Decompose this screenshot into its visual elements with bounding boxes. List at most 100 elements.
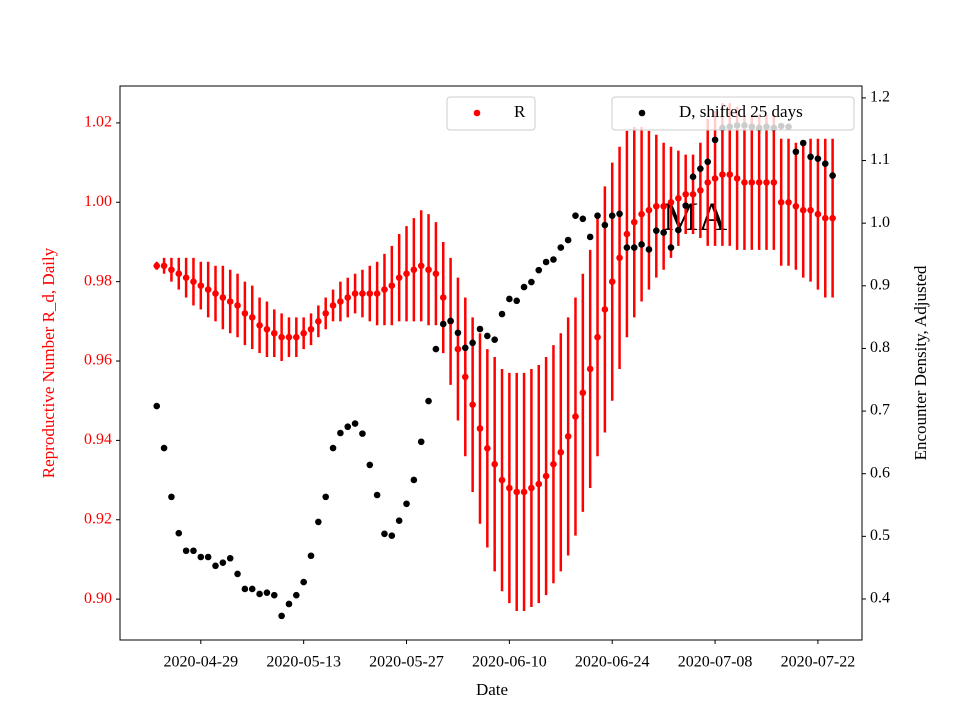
data-point xyxy=(285,333,293,341)
data-point xyxy=(792,148,800,156)
data-point xyxy=(498,310,506,318)
data-point xyxy=(315,318,322,325)
data-point xyxy=(212,290,219,297)
data-point xyxy=(454,329,462,337)
y2-tick-label: 0.9 xyxy=(870,276,890,293)
data-point xyxy=(285,600,293,608)
data-point xyxy=(579,215,587,223)
data-point xyxy=(535,266,543,274)
data-point xyxy=(638,241,645,248)
data-point xyxy=(256,590,263,598)
y-tick-label: 0.92 xyxy=(84,510,112,527)
data-point xyxy=(344,423,352,431)
y-tick-label: 0.94 xyxy=(84,431,112,448)
x-tick-label: 2020-06-10 xyxy=(472,654,547,671)
data-point xyxy=(366,461,374,469)
y-tick-label: 1.00 xyxy=(84,193,112,210)
data-point xyxy=(278,333,285,341)
data-point xyxy=(322,493,330,501)
data-point xyxy=(461,373,469,381)
data-point xyxy=(484,445,491,452)
data-point xyxy=(168,493,175,501)
data-point xyxy=(748,179,756,186)
data-point xyxy=(697,165,704,172)
data-point xyxy=(241,585,249,593)
data-point xyxy=(476,325,484,333)
data-point xyxy=(359,290,366,297)
data-point xyxy=(307,552,315,560)
y2-tick-label: 0.8 xyxy=(870,339,890,356)
data-point xyxy=(248,314,256,321)
data-point xyxy=(454,345,462,353)
x-tick-label: 2020-06-24 xyxy=(575,654,650,671)
data-point xyxy=(645,206,653,214)
data-point xyxy=(359,430,366,437)
data-point xyxy=(212,562,219,570)
data-point xyxy=(711,175,719,182)
data-point xyxy=(381,530,388,538)
data-point xyxy=(278,612,285,620)
data-point xyxy=(586,233,594,241)
data-point xyxy=(153,262,161,270)
data-point xyxy=(807,206,814,214)
data-point xyxy=(520,283,528,291)
data-point xyxy=(528,484,535,492)
data-point xyxy=(520,488,528,496)
data-point xyxy=(373,290,381,297)
data-point xyxy=(506,484,513,492)
data-point xyxy=(594,212,601,219)
legend-label: D, shifted 25 days xyxy=(679,102,803,121)
data-point xyxy=(476,425,484,432)
data-point xyxy=(667,198,675,206)
data-point xyxy=(630,244,638,251)
x-tick-label: 2020-04-29 xyxy=(163,654,238,671)
data-point xyxy=(704,179,712,186)
data-point xyxy=(638,210,645,218)
data-point xyxy=(182,547,190,555)
data-point xyxy=(675,226,682,234)
data-point xyxy=(807,153,814,161)
data-point xyxy=(219,559,227,566)
y-tick-label: 0.90 xyxy=(84,590,112,607)
data-point xyxy=(491,336,498,343)
data-point xyxy=(388,532,396,540)
data-point xyxy=(777,198,785,206)
legend-box xyxy=(446,96,536,131)
data-point xyxy=(388,282,396,289)
data-point xyxy=(300,578,307,586)
data-point xyxy=(741,179,748,186)
y2-tick-label: 1.2 xyxy=(870,89,890,106)
data-point xyxy=(660,229,667,236)
data-point xyxy=(329,302,337,309)
legend-box xyxy=(611,96,855,131)
data-point xyxy=(586,365,594,373)
y2-tick-label: 0.5 xyxy=(870,527,890,544)
data-point xyxy=(315,518,322,526)
data-point xyxy=(630,218,638,226)
x-tick-label: 2020-05-13 xyxy=(266,654,341,671)
data-point xyxy=(234,302,241,309)
data-point xyxy=(616,254,623,262)
legend-marker xyxy=(473,109,481,117)
data-point xyxy=(484,332,491,340)
data-point xyxy=(652,227,660,234)
data-point xyxy=(755,179,763,186)
data-point xyxy=(697,187,704,194)
data-point xyxy=(770,179,778,186)
data-point xyxy=(160,444,168,452)
data-point xyxy=(733,175,741,182)
data-point xyxy=(542,472,550,480)
data-point xyxy=(675,195,682,202)
y2-axis-label: Encounter Density, Adjusted xyxy=(911,265,930,460)
data-point xyxy=(439,294,447,301)
data-point xyxy=(608,212,616,219)
data-point xyxy=(645,246,653,253)
data-point xyxy=(557,448,565,456)
data-point xyxy=(469,339,476,347)
data-point xyxy=(689,173,697,181)
y2-tick-label: 1.0 xyxy=(870,214,890,231)
data-point xyxy=(248,585,256,593)
data-point xyxy=(513,297,521,305)
data-point xyxy=(601,306,609,313)
data-point xyxy=(704,158,712,166)
